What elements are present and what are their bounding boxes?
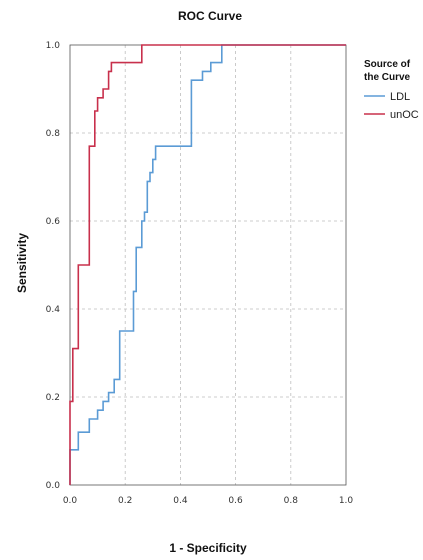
legend: Source of the Curve LDL unOC — [364, 59, 419, 121]
y-axis-label: Sensitivity — [15, 233, 29, 293]
y-tick-label: 0.0 — [46, 481, 61, 491]
x-axis-label: 1 - Specificity — [169, 541, 247, 555]
x-tick-label: 0.8 — [284, 496, 299, 506]
legend-title-line-1: Source of — [364, 59, 411, 70]
plot-frame — [69, 44, 347, 486]
y-tick-label: 1.0 — [46, 41, 61, 51]
series-line-ldl — [69, 44, 346, 485]
legend-label-unoc: unOC — [390, 109, 419, 121]
series-lines — [69, 44, 346, 485]
x-tick-label: 0.2 — [118, 496, 132, 506]
chart-title: ROC Curve — [178, 9, 242, 23]
legend-label-ldl: LDL — [390, 91, 410, 103]
grid-lines — [70, 45, 346, 485]
x-tick-label: 0.4 — [173, 496, 188, 506]
x-tick-label: 0.0 — [63, 496, 78, 506]
y-tick-label: 0.6 — [46, 217, 61, 227]
legend-items: LDL unOC — [364, 91, 419, 121]
y-tick-label: 0.8 — [46, 129, 61, 139]
x-tick-label: 0.6 — [228, 496, 243, 506]
tick-labels: 0.0 0.2 0.4 0.6 0.8 1.0 0.0 0.2 0.4 0.6 0.8 1.0 — [46, 41, 354, 506]
legend-title-line-2: the Curve — [364, 72, 411, 83]
x-tick-label: 1.0 — [339, 496, 354, 506]
series-line-unoc — [69, 44, 346, 485]
y-tick-label: 0.4 — [46, 305, 61, 315]
y-tick-label: 0.2 — [46, 393, 60, 403]
